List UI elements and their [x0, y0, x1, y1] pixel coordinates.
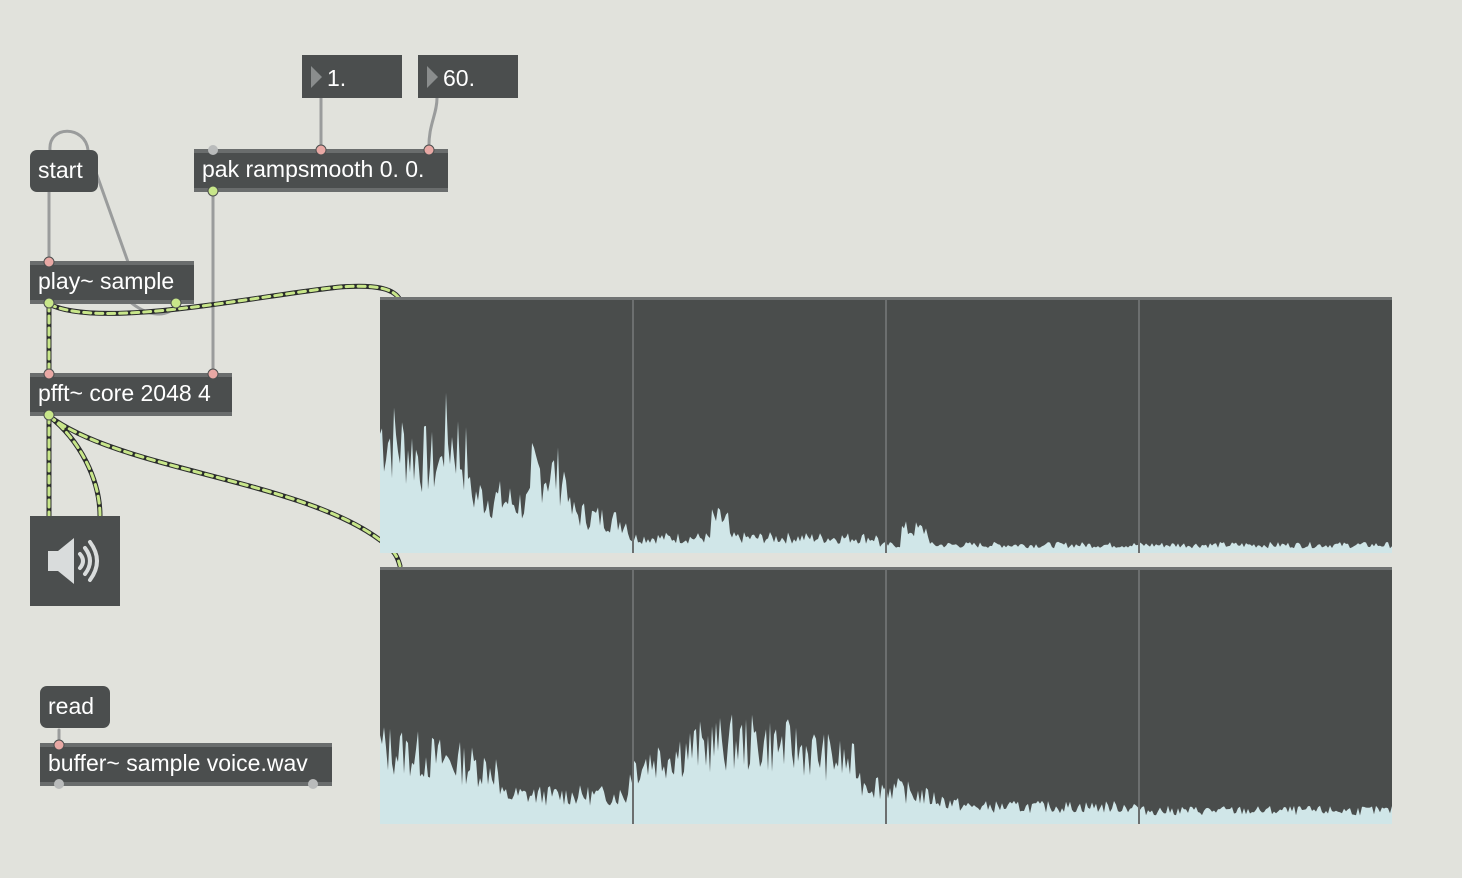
spectrum-plot — [380, 570, 1392, 824]
object-label: play~ sample — [38, 268, 175, 294]
message-label: read — [48, 693, 95, 719]
number-triangle-icon — [427, 66, 438, 88]
cord-play-spectro — [47, 284, 402, 315]
read-message[interactable]: read — [40, 686, 110, 728]
spectroscope-output[interactable] — [380, 567, 1392, 824]
cord-start-loop — [48, 129, 130, 264]
object-label: buffer~ sample voice.wav — [48, 750, 308, 776]
speaker-icon — [48, 538, 99, 584]
number-value: 1. — [327, 65, 347, 91]
pak-rampsmooth-object[interactable]: pak rampsmooth 0. 0. — [194, 149, 448, 192]
play-object[interactable]: play~ sample — [30, 261, 194, 304]
number-value: 60. — [443, 65, 475, 91]
object-label: pak rampsmooth 0. 0. — [202, 156, 425, 182]
buffer-object[interactable]: buffer~ sample voice.wav — [40, 743, 332, 786]
spectroscope-input[interactable] — [380, 297, 1392, 553]
start-message[interactable]: start — [30, 150, 98, 192]
spectrum-plot — [380, 300, 1392, 553]
ezdac-button[interactable] — [30, 516, 120, 606]
cord-num2-pak — [427, 96, 439, 152]
pfft-object[interactable]: pfft~ core 2048 4 — [30, 373, 232, 416]
spectrum-area — [380, 392, 1392, 553]
float-number-box-gain[interactable]: 1. — [302, 55, 402, 98]
number-triangle-icon — [311, 66, 322, 88]
float-number-box-ramp[interactable]: 60. — [418, 55, 518, 98]
object-label: pfft~ core 2048 4 — [38, 380, 211, 406]
message-label: start — [38, 157, 83, 183]
